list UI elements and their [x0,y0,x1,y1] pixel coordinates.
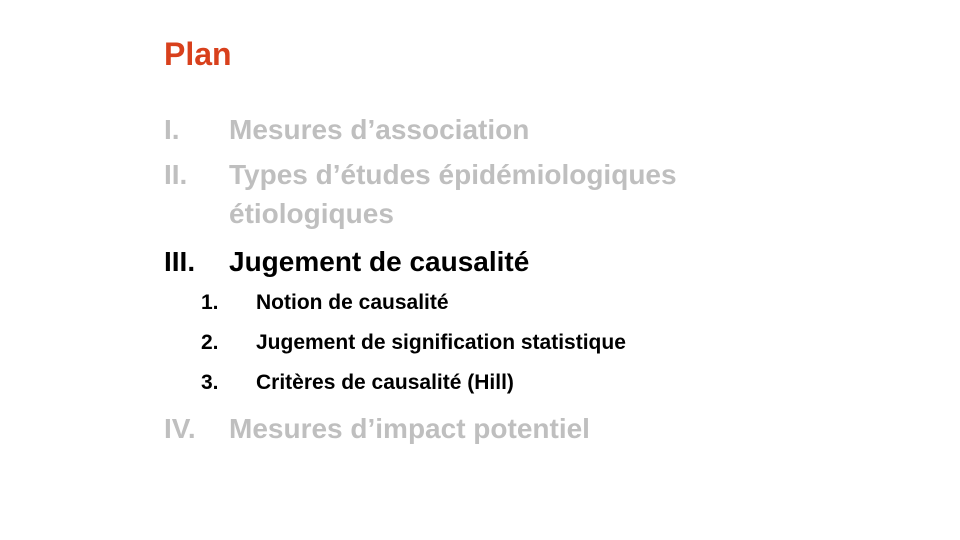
plan-subitem-2-label: Jugement de signification statistique [256,331,626,354]
plan-subitem-3-number: 3. [201,371,219,394]
plan-item-2-label-line-1: Types d’études épidémiologiques [229,159,677,190]
plan-item-4-label: Mesures d’impact potentiel [229,413,590,444]
plan-subitem-3-label: Critères de causalité (Hill) [256,371,514,394]
plan-item-3-label: Jugement de causalité [229,246,530,277]
plan-subitem-2-number: 2. [201,331,219,354]
plan-item-1-number: I. [164,114,180,145]
plan-subitem-1-number: 1. [201,291,219,314]
plan-item-4-number: IV. [164,413,196,444]
plan-item-2-label-line-2: étiologiques [229,198,394,229]
plan-item-3-number: III. [164,246,196,277]
slide-title: Plan [164,36,232,72]
plan-subitem-1-label: Notion de causalité [256,291,449,314]
plan-item-2-number: II. [164,159,188,190]
plan-item-1-label: Mesures d’association [229,114,530,145]
